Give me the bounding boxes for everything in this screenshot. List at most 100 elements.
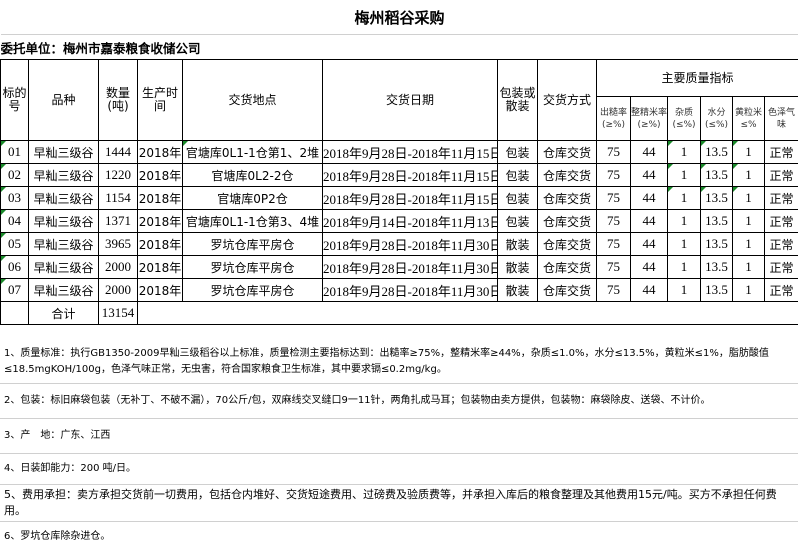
cell-quality-3[interactable]: 13.5 <box>700 163 733 187</box>
cell-quality-0[interactable]: 75 <box>596 186 631 210</box>
cell-variety[interactable]: 早籼三级谷 <box>28 232 99 256</box>
cell-quality-2[interactable]: 1 <box>667 140 701 164</box>
cell-quality-2[interactable]: 1 <box>667 186 701 210</box>
cell-quality-3[interactable]: 13.5 <box>700 255 733 279</box>
cell-date[interactable]: 2018年9月28日-2018年11月15日 <box>322 163 498 187</box>
cell-pack[interactable]: 散装 <box>497 232 538 256</box>
cell-prod[interactable]: 2018年 <box>137 232 183 256</box>
cell-quality-5[interactable]: 正常 <box>763 140 798 164</box>
cell-place[interactable]: 罗坑仓库平房仓 <box>182 232 323 256</box>
cell-no[interactable]: 07 <box>0 278 29 302</box>
cell-no[interactable]: 03 <box>0 186 29 210</box>
header-place: 交货地点 <box>182 59 323 141</box>
cell-quality-1[interactable]: 44 <box>630 278 668 302</box>
cell-quality-5[interactable]: 正常 <box>763 186 798 210</box>
cell-quality-1[interactable]: 44 <box>630 232 668 256</box>
cell-quality-2[interactable]: 1 <box>667 163 701 187</box>
cell-method[interactable]: 仓库交货 <box>537 186 597 210</box>
cell-quality-2[interactable]: 1 <box>667 255 701 279</box>
cell-quality-5[interactable]: 正常 <box>763 255 798 279</box>
cell-quality-2[interactable]: 1 <box>667 209 701 233</box>
cell-quality-4[interactable]: 1 <box>732 140 765 164</box>
cell-no[interactable]: 01 <box>0 140 29 164</box>
cell-variety[interactable]: 早籼三级谷 <box>28 140 99 164</box>
cell-date[interactable]: 2018年9月14日-2018年11月13日 <box>322 209 498 233</box>
cell-quality-1[interactable]: 44 <box>630 209 668 233</box>
cell-quality-0[interactable]: 75 <box>596 140 631 164</box>
cell-method[interactable]: 仓库交货 <box>537 255 597 279</box>
cell-qty[interactable]: 1154 <box>98 186 138 210</box>
cell-quality-1[interactable]: 44 <box>630 140 668 164</box>
cell-no[interactable]: 06 <box>0 255 29 279</box>
cell-quality-4[interactable]: 1 <box>732 232 765 256</box>
cell-quality-5[interactable]: 正常 <box>763 232 798 256</box>
cell-qty[interactable]: 1444 <box>98 140 138 164</box>
cell-quality-4[interactable]: 1 <box>732 209 765 233</box>
cell-quality-1[interactable]: 44 <box>630 163 668 187</box>
cell-method[interactable]: 仓库交货 <box>537 140 597 164</box>
cell-place[interactable]: 官塘库0P2仓 <box>182 186 323 210</box>
cell-place[interactable]: 官塘库0L2-2仓 <box>182 163 323 187</box>
cell-prod[interactable]: 2018年 <box>137 278 183 302</box>
cell-prod[interactable]: 2018年 <box>137 255 183 279</box>
cell-prod[interactable]: 2018年 <box>137 140 183 164</box>
cell-no[interactable]: 04 <box>0 209 29 233</box>
cell-place[interactable]: 官塘库0L1-1仓第1、2堆 <box>182 140 323 164</box>
cell-pack[interactable]: 包装 <box>497 186 538 210</box>
cell-pack[interactable]: 散装 <box>497 278 538 302</box>
cell-no[interactable]: 02 <box>0 163 29 187</box>
cell-prod[interactable]: 2018年 <box>137 209 183 233</box>
cell-quality-3[interactable]: 13.5 <box>700 186 733 210</box>
cell-qty[interactable]: 1371 <box>98 209 138 233</box>
cell-quality-5[interactable]: 正常 <box>763 163 798 187</box>
cell-date[interactable]: 2018年9月28日-2018年11月15日 <box>322 186 498 210</box>
cell-pack[interactable]: 包装 <box>497 140 538 164</box>
cell-variety[interactable]: 早籼三级谷 <box>28 209 99 233</box>
cell-variety[interactable]: 早籼三级谷 <box>28 163 99 187</box>
cell-method[interactable]: 仓库交货 <box>537 232 597 256</box>
cell-place[interactable]: 罗坑仓库平房仓 <box>182 255 323 279</box>
cell-quality-3[interactable]: 13.5 <box>700 278 733 302</box>
cell-quality-4[interactable]: 1 <box>732 278 765 302</box>
cell-date[interactable]: 2018年9月28日-2018年11月15日 <box>322 140 498 164</box>
cell-quality-4[interactable]: 1 <box>732 186 765 210</box>
cell-quality-1[interactable]: 44 <box>630 255 668 279</box>
cell-quality-3[interactable]: 13.5 <box>700 232 733 256</box>
cell-quality-4[interactable]: 1 <box>732 255 765 279</box>
cell-quality-0[interactable]: 75 <box>596 278 631 302</box>
cell-quality-2[interactable]: 1 <box>667 278 701 302</box>
cell-method[interactable]: 仓库交货 <box>537 209 597 233</box>
cell-quality-3[interactable]: 13.5 <box>700 209 733 233</box>
cell-quality-0[interactable]: 75 <box>596 163 631 187</box>
cell-pack[interactable]: 包装 <box>497 209 538 233</box>
cell-no[interactable]: 05 <box>0 232 29 256</box>
cell-prod[interactable]: 2018年 <box>137 163 183 187</box>
cell-quality-1[interactable]: 44 <box>630 186 668 210</box>
cell-qty[interactable]: 1220 <box>98 163 138 187</box>
cell-pack[interactable]: 散装 <box>497 255 538 279</box>
cell-quality-4[interactable]: 1 <box>732 163 765 187</box>
cell-qty[interactable]: 2000 <box>98 278 138 302</box>
cell-variety[interactable]: 早籼三级谷 <box>28 255 99 279</box>
cell-date[interactable]: 2018年9月28日-2018年11月30日 <box>322 278 498 302</box>
cell-pack[interactable]: 包装 <box>497 163 538 187</box>
cell-qty[interactable]: 3965 <box>98 232 138 256</box>
cell-place[interactable]: 罗坑仓库平房仓 <box>182 278 323 302</box>
cell-quality-0[interactable]: 75 <box>596 232 631 256</box>
cell-method[interactable]: 仓库交货 <box>537 163 597 187</box>
cell-date[interactable]: 2018年9月28日-2018年11月30日 <box>322 232 498 256</box>
cell-quality-0[interactable]: 75 <box>596 255 631 279</box>
cell-qty[interactable]: 2000 <box>98 255 138 279</box>
cell-variety[interactable]: 早籼三级谷 <box>28 186 99 210</box>
cell-quality-0[interactable]: 75 <box>596 209 631 233</box>
cell-date[interactable]: 2018年9月28日-2018年11月30日 <box>322 255 498 279</box>
cell-method[interactable]: 仓库交货 <box>537 278 597 302</box>
cell-prod[interactable]: 2018年 <box>137 186 183 210</box>
cell-variety[interactable]: 早籼三级谷 <box>28 278 99 302</box>
cell-quality-5[interactable]: 正常 <box>763 209 798 233</box>
table-row: 01 早籼三级谷 1444 2018年 官塘库0L1-1仓第1、2堆 2018年9月28日… <box>0 140 798 164</box>
cell-quality-2[interactable]: 1 <box>667 232 701 256</box>
cell-quality-3[interactable]: 13.5 <box>700 140 733 164</box>
cell-place[interactable]: 官塘库0L1-1仓第3、4堆 <box>182 209 323 233</box>
cell-quality-5[interactable]: 正常 <box>763 278 798 302</box>
